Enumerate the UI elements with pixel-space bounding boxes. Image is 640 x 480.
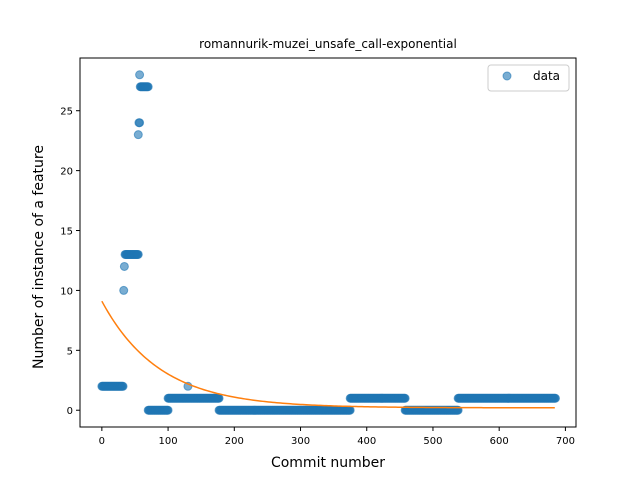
chart-title: romannurik-muzei_unsafe_call-exponential (199, 37, 457, 51)
x-tick-label: 700 (556, 436, 575, 447)
x-tick-label: 0 (99, 436, 105, 447)
legend-label-data: data (533, 69, 560, 83)
y-tick-label: 5 (67, 346, 73, 357)
data-point (143, 82, 153, 92)
y-axis-label: Number of instance of a feature (31, 145, 47, 369)
data-point (163, 405, 173, 415)
data-point (400, 393, 410, 403)
y-tick-label: 15 (60, 227, 73, 238)
plot-area (97, 70, 560, 415)
data-point (119, 285, 129, 295)
data-point (135, 70, 145, 80)
x-tick-label: 500 (423, 436, 442, 447)
y-tick-label: 25 (60, 107, 73, 118)
y-tick-label: 10 (60, 286, 73, 297)
data-point (214, 393, 224, 403)
data-point (133, 249, 143, 259)
legend: data (487, 64, 570, 92)
x-axis-ticks: 0 100 200 300 400 500 600 700 (99, 427, 575, 447)
x-tick-label: 100 (159, 436, 178, 447)
data-point (345, 405, 355, 415)
data-point (550, 393, 560, 403)
data-point (118, 381, 128, 391)
y-tick-label: 0 (67, 406, 73, 417)
x-tick-label: 600 (490, 436, 509, 447)
data-point (119, 261, 129, 271)
x-tick-label: 400 (357, 436, 376, 447)
y-axis-ticks: 0 5 10 15 20 25 (60, 107, 80, 417)
legend-marker-data (502, 71, 512, 81)
y-tick-label: 20 (60, 167, 73, 178)
x-axis-label: Commit number (271, 455, 385, 471)
legend-box (487, 64, 570, 92)
axes-frame (79, 57, 577, 428)
data-point (135, 118, 145, 128)
fit-line (101, 300, 555, 409)
x-tick-label: 200 (225, 436, 244, 447)
data-points (97, 70, 560, 415)
data-point (133, 130, 143, 140)
x-tick-label: 300 (291, 436, 310, 447)
